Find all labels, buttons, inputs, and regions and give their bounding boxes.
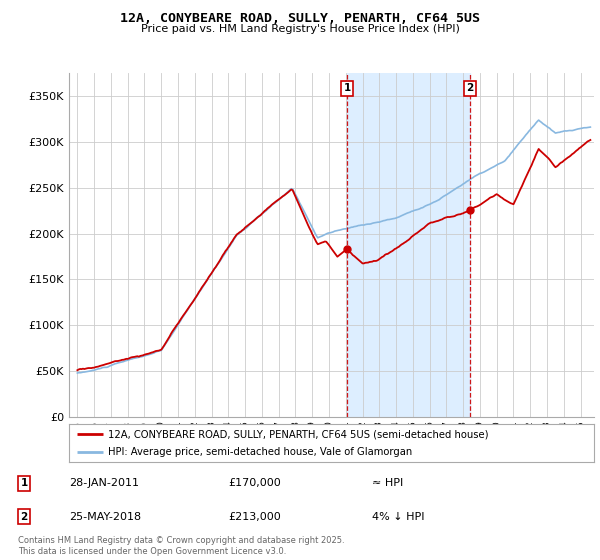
Text: 28-JAN-2011: 28-JAN-2011 bbox=[69, 478, 139, 488]
Bar bbox=[347, 73, 470, 417]
Text: 12A, CONYBEARE ROAD, SULLY, PENARTH, CF64 5US (semi-detached house): 12A, CONYBEARE ROAD, SULLY, PENARTH, CF6… bbox=[109, 429, 489, 439]
Text: HPI: Average price, semi-detached house, Vale of Glamorgan: HPI: Average price, semi-detached house,… bbox=[109, 447, 413, 457]
Text: 1: 1 bbox=[343, 83, 351, 94]
Text: 2: 2 bbox=[20, 512, 28, 522]
Text: 1: 1 bbox=[20, 478, 28, 488]
Text: £213,000: £213,000 bbox=[228, 512, 281, 522]
Text: 12A, CONYBEARE ROAD, SULLY, PENARTH, CF64 5US: 12A, CONYBEARE ROAD, SULLY, PENARTH, CF6… bbox=[120, 12, 480, 25]
Text: Price paid vs. HM Land Registry's House Price Index (HPI): Price paid vs. HM Land Registry's House … bbox=[140, 24, 460, 34]
Text: ≈ HPI: ≈ HPI bbox=[372, 478, 403, 488]
Text: 4% ↓ HPI: 4% ↓ HPI bbox=[372, 512, 425, 522]
Text: Contains HM Land Registry data © Crown copyright and database right 2025.
This d: Contains HM Land Registry data © Crown c… bbox=[18, 536, 344, 556]
Text: 25-MAY-2018: 25-MAY-2018 bbox=[69, 512, 141, 522]
Text: 2: 2 bbox=[467, 83, 474, 94]
Text: £170,000: £170,000 bbox=[228, 478, 281, 488]
